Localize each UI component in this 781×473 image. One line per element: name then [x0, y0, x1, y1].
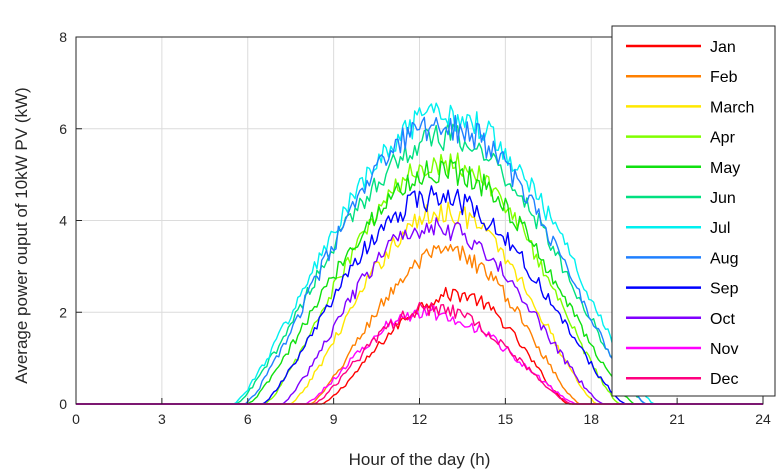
y-tick-label: 6 — [59, 121, 67, 137]
x-tick-label: 9 — [330, 411, 338, 427]
x-tick-label: 24 — [755, 411, 771, 427]
legend: Jan Feb March Apr May Jun Jul Aug Sep Oct Nov Dec — [611, 25, 776, 397]
legend-label: Jan — [710, 39, 736, 56]
y-tick-label: 4 — [59, 213, 67, 229]
legend-label: Dec — [710, 371, 738, 388]
x-axis-label: Hour of the day (h) — [349, 450, 491, 469]
legend-label: Aug — [710, 250, 738, 267]
y-tick-label: 0 — [59, 396, 67, 412]
legend-box — [611, 25, 776, 397]
legend-label: Feb — [710, 69, 738, 86]
x-tick-label: 6 — [244, 411, 252, 427]
x-tick-label: 3 — [158, 411, 166, 427]
legend-label: May — [710, 160, 740, 177]
legend-label: Sep — [710, 281, 739, 298]
x-tick-label: 15 — [498, 411, 514, 427]
legend-label: Oct — [710, 311, 735, 328]
legend-label: Jul — [710, 220, 730, 237]
legend-label: Jun — [710, 190, 736, 207]
legend-label: Apr — [710, 130, 736, 147]
x-tick-label: 18 — [583, 411, 599, 427]
x-axis: 0 3 6 9 12 15 18 21 24 — [72, 398, 771, 427]
y-tick-label: 8 — [59, 29, 67, 45]
x-tick-label: 0 — [72, 411, 80, 427]
legend-label: March — [710, 99, 754, 116]
y-tick-label: 2 — [59, 304, 67, 320]
y-axis: 0 2 4 6 8 — [59, 29, 82, 412]
y-axis-label: Average power ouput of 10kW PV (kW) — [12, 87, 31, 383]
x-tick-label: 21 — [669, 411, 685, 427]
x-tick-label: 12 — [412, 411, 428, 427]
legend-label: Nov — [710, 341, 738, 358]
